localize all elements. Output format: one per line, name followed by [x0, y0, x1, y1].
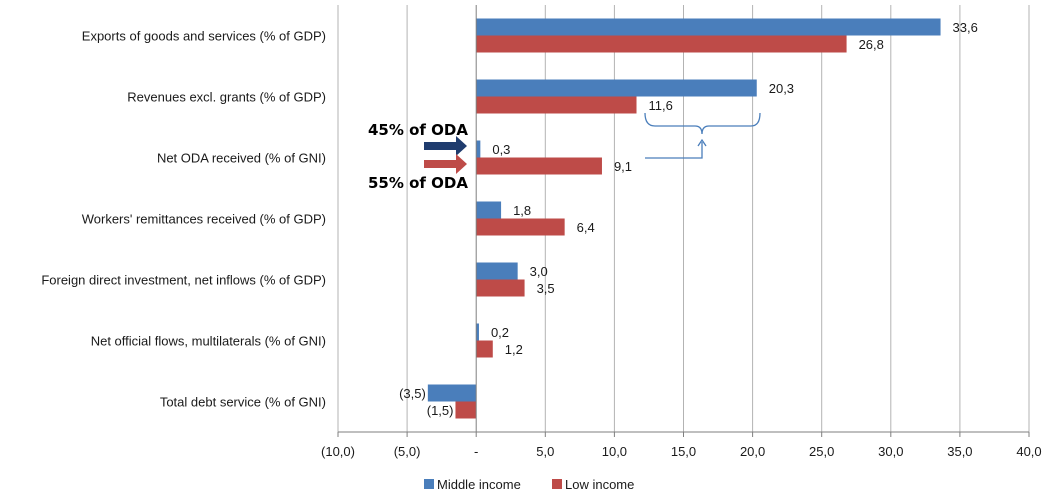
x-tick-label: 25,0 — [809, 444, 834, 459]
data-label-middle-income-5: 0,2 — [491, 325, 509, 340]
category-label-foreign-direct-investment-net-inflows-of-gdp: Foreign direct investment, net inflows (… — [41, 273, 326, 288]
bar-middle-income-0 — [476, 18, 941, 36]
x-tick-label: - — [474, 444, 478, 459]
legend-swatch-middle-income — [424, 479, 434, 489]
category-label-revenues-excl-grants-of-gdp: Revenues excl. grants (% of GDP) — [127, 90, 326, 105]
gridlines — [337, 5, 1030, 432]
data-label-middle-income-2: 0,3 — [492, 142, 510, 157]
legend-label-middle-income: Middle income — [437, 477, 521, 492]
bar-low-income-3 — [476, 218, 565, 236]
brace-revenues — [644, 112, 761, 135]
bar-low-income-2 — [476, 157, 602, 175]
bar-low-income-5 — [476, 340, 493, 358]
bar-middle-income-5 — [476, 323, 479, 341]
x-tick-label: 10,0 — [602, 444, 627, 459]
bar-middle-income-3 — [476, 201, 502, 219]
arrow-55-oda — [424, 154, 467, 174]
data-labels: 33,6 26,8 20,3 11,6 0,3 9,1 1,8 6,4 3,0 3,5 0,2 1,2… — [399, 20, 978, 418]
category-labels: Exports of goods and services (% of GDP)… — [41, 29, 326, 410]
bar-low-income-6 — [455, 401, 477, 419]
data-label-middle-income-0: 33,6 — [953, 20, 978, 35]
x-tick-label: 30,0 — [878, 444, 903, 459]
category-label-net-oda-received-of-gni: Net ODA received (% of GNI) — [157, 151, 326, 166]
data-label-low-income-6: (1,5) — [427, 403, 454, 418]
category-label-net-official-flows-multilaterals-of-gni: Net official flows, multilaterals (% of … — [91, 334, 326, 349]
category-label-total-debt-service-of-gni: Total debt service (% of GNI) — [160, 395, 326, 410]
legend-label-low-income: Low income — [565, 477, 634, 492]
x-tick-label: 35,0 — [947, 444, 972, 459]
x-tick-label: (10,0) — [321, 444, 355, 459]
data-label-low-income-0: 26,8 — [859, 37, 884, 52]
data-label-low-income-3: 6,4 — [577, 220, 595, 235]
bar-middle-income-2 — [476, 140, 481, 158]
legend: Middle income Low income — [424, 477, 634, 492]
bar-middle-income-1 — [476, 79, 757, 97]
arrow-45-oda — [424, 136, 467, 156]
axes — [337, 5, 1030, 437]
bar-low-income-4 — [476, 279, 525, 297]
x-tick-label: 15,0 — [671, 444, 696, 459]
category-label-workers-remittances-received-of-gdp: Workers' remittances received (% of GDP) — [82, 212, 326, 227]
category-label-exports-of-goods-and-services-of-gdp: Exports of goods and services (% of GDP) — [82, 29, 326, 44]
bar-low-income-0 — [476, 35, 847, 53]
bar-middle-income-4 — [476, 262, 518, 280]
data-label-low-income-5: 1,2 — [505, 342, 523, 357]
connector-arrowhead — [697, 138, 707, 147]
bars — [427, 18, 941, 419]
legend-swatch-low-income — [552, 479, 562, 489]
annotations: 45% of ODA 55% of ODA — [368, 112, 761, 192]
tick-labels: (10,0) (5,0) - 5,0 10,0 15,0 20,0 25,0 30,0 35,0 4… — [321, 444, 1042, 459]
bar-low-income-1 — [476, 96, 637, 114]
data-label-low-income-4: 3,5 — [537, 281, 555, 296]
x-tick-label: 40,0 — [1016, 444, 1041, 459]
data-label-middle-income-3: 1,8 — [513, 203, 531, 218]
x-tick-label: (5,0) — [394, 444, 421, 459]
annotation-45-oda: 45% of ODA — [368, 121, 468, 139]
x-tick-label: 20,0 — [740, 444, 765, 459]
data-label-middle-income-4: 3,0 — [530, 264, 548, 279]
annotation-55-oda: 55% of ODA — [368, 174, 468, 192]
x-tick-label: 5,0 — [536, 444, 554, 459]
data-label-low-income-1: 11,6 — [649, 98, 673, 113]
data-label-middle-income-1: 20,3 — [769, 81, 794, 96]
data-label-low-income-2: 9,1 — [614, 159, 632, 174]
data-label-middle-income-6: (3,5) — [399, 386, 426, 401]
bar-middle-income-6 — [427, 384, 477, 402]
connector-line — [645, 142, 703, 159]
